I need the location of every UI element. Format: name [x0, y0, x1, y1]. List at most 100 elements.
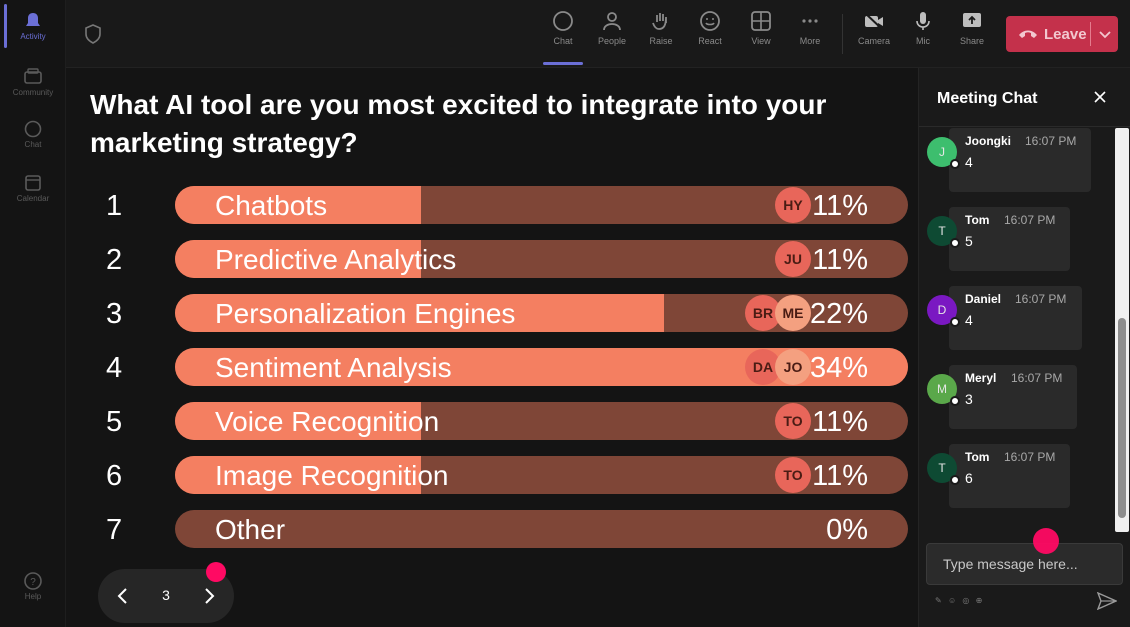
chat-message: Tom 16:07 PM 6 [949, 444, 1070, 508]
mic-icon [916, 12, 930, 30]
scrollbar-thumb[interactable] [1118, 318, 1126, 518]
poll-option-percent: 11% [812, 406, 868, 438]
chat-button-label: Chat [553, 36, 573, 46]
poll-option-percent: 22% [809, 298, 868, 330]
voter-avatar: HY [775, 187, 811, 223]
poll-option-percent: 34% [809, 352, 868, 384]
rail-active-indicator [4, 4, 7, 48]
rail-label-help: Help [24, 592, 42, 601]
chat-avatar-initial: D [937, 303, 947, 317]
chat-scrollbar[interactable] [1115, 128, 1129, 532]
more-button[interactable]: More [790, 10, 830, 46]
chat-message-text: 6 [965, 470, 973, 486]
svg-text:?: ? [30, 577, 36, 588]
rail-item-community[interactable]: Community [0, 68, 66, 97]
chat-message-time: 16:07 PM [1004, 213, 1056, 227]
chat-message: Meryl 16:07 PM 3 [949, 365, 1077, 429]
help-icon: ? [24, 572, 42, 590]
leave-separator [1090, 22, 1091, 46]
poll-option-fill [175, 294, 664, 332]
poll-option[interactable]: 4 Sentiment Analysis DA JO 34% [66, 348, 918, 386]
chat-message-text: 3 [965, 391, 973, 407]
calendar-icon [25, 175, 41, 191]
presence-status-dot [950, 238, 960, 248]
chat-bubble-icon [553, 11, 573, 31]
chat-avatar[interactable]: D [927, 295, 960, 327]
rail-label-calendar: Calendar [16, 194, 50, 203]
poll-option-label: Predictive Analytics [215, 244, 457, 275]
chat-message-input[interactable] [926, 543, 1123, 585]
poll-option[interactable]: 1 Chatbots HY 11% [66, 186, 918, 224]
chat-avatar-initial: M [937, 382, 947, 396]
presence-status-dot [950, 396, 960, 406]
mic-button[interactable]: Mic [903, 10, 943, 46]
rail-item-help[interactable]: ? Help [0, 572, 66, 601]
voter-avatar: TO [775, 457, 811, 493]
chat-avatar[interactable]: T [927, 453, 960, 485]
format-icon[interactable]: ✎ [935, 596, 944, 605]
meeting-toolbar: Chat People Raise React View More Camera… [66, 0, 1130, 68]
share-button[interactable]: Share [952, 10, 992, 46]
chat-title: Meeting Chat [937, 90, 1038, 107]
voter-avatar: ME [775, 295, 811, 331]
community-icon [24, 68, 42, 84]
toolbar-separator [842, 14, 843, 54]
rail-item-chat[interactable]: Chat [0, 120, 66, 149]
hand-icon [652, 13, 667, 30]
chevron-down-icon[interactable] [1098, 27, 1112, 41]
voter-avatar: JO [775, 349, 811, 385]
chevron-left-icon[interactable] [112, 585, 134, 607]
rail-item-calendar[interactable]: Calendar [0, 174, 66, 203]
chat-avatar[interactable]: T [927, 216, 960, 248]
leave-button-label: Leave [1044, 26, 1087, 43]
poll-option[interactable]: 5 Voice Recognition TO 11% [66, 402, 918, 440]
chat-button[interactable]: Chat [543, 10, 583, 65]
poll-option-number: 6 [106, 460, 123, 492]
poll-option-fill [175, 186, 421, 224]
raise-button-label: Raise [649, 36, 673, 46]
chat-message: Joongki 16:07 PM 4 [949, 128, 1091, 192]
poll-option[interactable]: 3 Personalization Engines BR ME 22% [66, 294, 918, 332]
attach-icon[interactable]: ⊕ [975, 596, 985, 605]
poll-option[interactable]: 6 Image Recognition TO 11% [66, 456, 918, 494]
meeting-chat-panel: Meeting Chat Joongki 16:07 PM 4 J Tom 16:07 P… [918, 68, 1130, 627]
react-button[interactable]: React [690, 10, 730, 46]
poll-option-number: 5 [106, 406, 123, 438]
poll-option-fill [175, 402, 421, 440]
view-button[interactable]: View [741, 10, 781, 46]
share-screen-icon [963, 13, 981, 27]
chat-avatar[interactable]: J [927, 137, 960, 169]
poll-stage: What AI tool are you most excited to int… [66, 68, 918, 627]
people-button[interactable]: People [592, 10, 632, 46]
chat-message-author: Daniel [965, 292, 1002, 306]
poll-option-percent: 11% [812, 190, 868, 222]
raise-hand-button[interactable]: Raise [641, 10, 681, 46]
voter-avatar: JU [775, 241, 811, 277]
chevron-right-icon[interactable] [198, 585, 220, 607]
close-icon[interactable] [1093, 90, 1107, 104]
format-toolbar[interactable]: ✎ ☺ ◎ ⊕ [935, 596, 984, 605]
chat-message-time: 16:07 PM [1004, 450, 1056, 464]
leave-button[interactable]: Leave [1006, 16, 1118, 52]
poll-option-number: 1 [106, 190, 123, 222]
poll-option[interactable]: 7 Other 0% [66, 510, 918, 548]
chat-message: Tom 16:07 PM 5 [949, 207, 1070, 271]
poll-option-fill [175, 456, 421, 494]
poll-option-number: 7 [106, 514, 123, 546]
chat-message-text: 5 [965, 233, 973, 249]
chat-icon [24, 120, 42, 138]
send-icon[interactable] [1097, 592, 1117, 610]
poll-option[interactable]: 2 Predictive Analytics JU 11% [66, 240, 918, 278]
rail-item-activity[interactable]: Activity [0, 12, 66, 41]
chat-avatar[interactable]: M [927, 374, 960, 406]
camera-off-icon [864, 12, 884, 31]
camera-button[interactable]: Camera [854, 10, 894, 46]
chat-message-text: 4 [965, 154, 973, 170]
chat-message-time: 16:07 PM [1025, 134, 1077, 148]
presence-status-dot [950, 159, 960, 169]
gif-icon[interactable]: ◎ [962, 596, 972, 605]
poll-option-number: 2 [106, 244, 123, 276]
shield-icon [85, 24, 101, 44]
people-icon [603, 12, 621, 31]
emoji-icon[interactable]: ☺ [947, 596, 959, 605]
